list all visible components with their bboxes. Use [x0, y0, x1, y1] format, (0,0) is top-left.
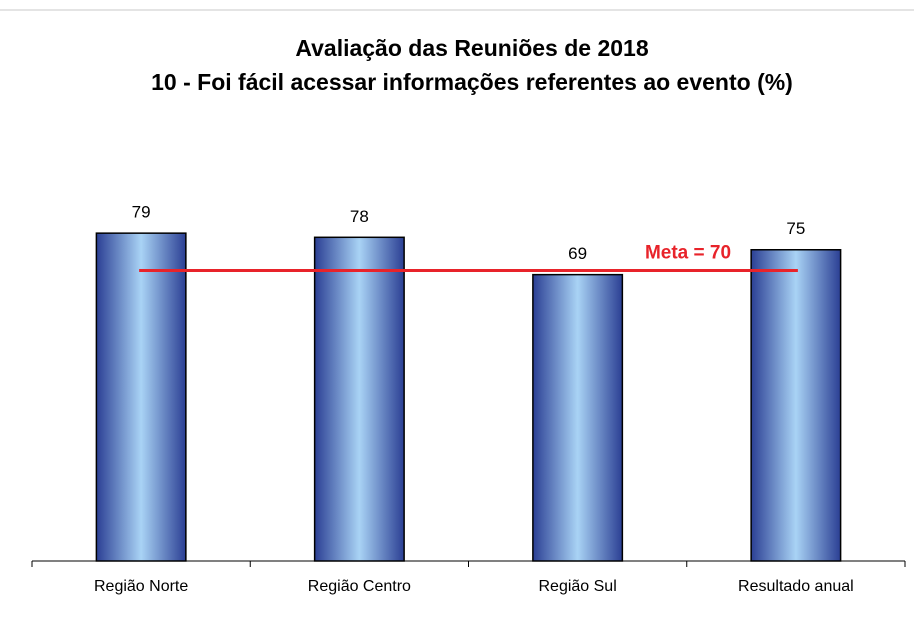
- x-tick-label: Região Sul: [538, 578, 616, 595]
- bar: [95, 232, 187, 562]
- bar: [750, 249, 842, 562]
- value-label: 79: [132, 203, 151, 222]
- chart-subtitle: 10 - Foi fácil acessar informações refer…: [151, 69, 793, 95]
- value-label: 75: [786, 219, 805, 238]
- chart-title: Avaliação das Reuniões de 2018: [295, 35, 648, 61]
- bar: [532, 273, 624, 562]
- value-label: 69: [568, 244, 587, 263]
- bar: [313, 236, 405, 562]
- reference-label: Meta = 70: [645, 243, 731, 264]
- value-label: 78: [350, 207, 369, 226]
- x-tick-label: Região Norte: [94, 578, 188, 595]
- x-tick-label: Resultado anual: [738, 578, 854, 595]
- x-tick-label: Região Centro: [308, 578, 411, 595]
